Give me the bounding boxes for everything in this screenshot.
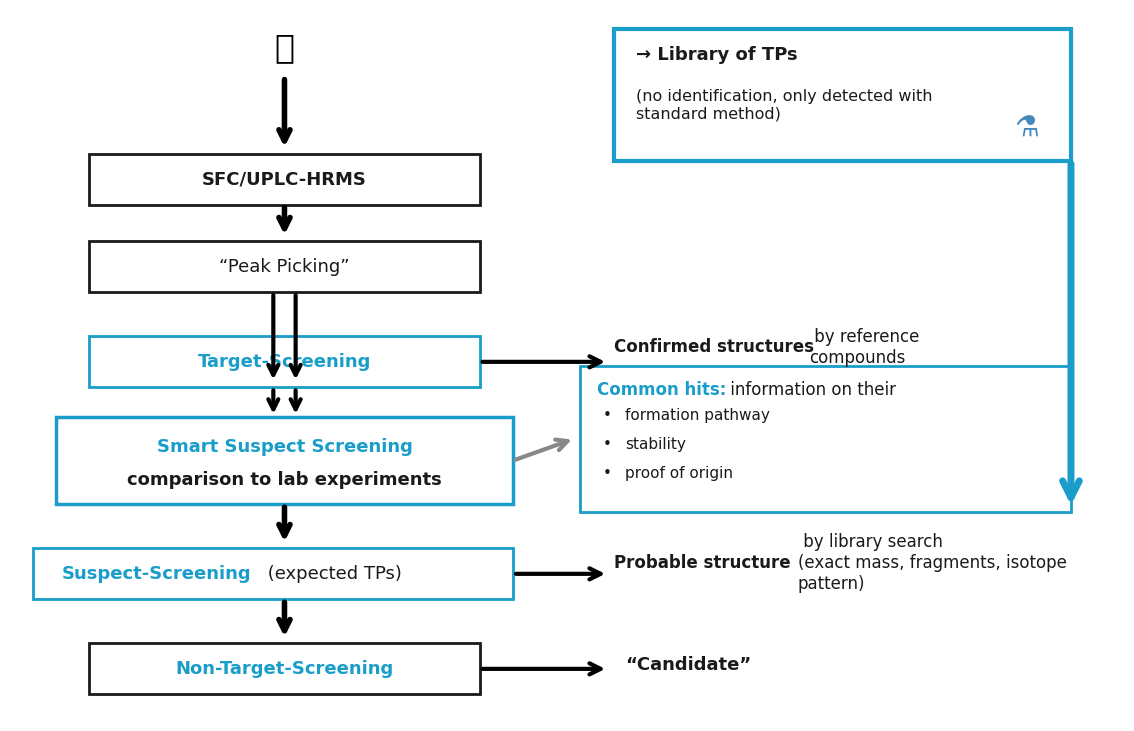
FancyBboxPatch shape xyxy=(90,154,480,205)
Text: Probable structure: Probable structure xyxy=(613,554,790,572)
Text: Non-Target-Screening: Non-Target-Screening xyxy=(176,660,393,678)
Text: Suspect-Screening: Suspect-Screening xyxy=(61,565,251,583)
Text: •: • xyxy=(602,466,611,481)
Text: “Peak Picking”: “Peak Picking” xyxy=(219,258,349,276)
Text: (no identification, only detected with
standard method): (no identification, only detected with s… xyxy=(636,89,932,122)
Text: 🧪: 🧪 xyxy=(274,31,295,64)
Text: Target-Screening: Target-Screening xyxy=(197,353,371,371)
FancyBboxPatch shape xyxy=(34,548,514,599)
FancyBboxPatch shape xyxy=(90,241,480,292)
FancyBboxPatch shape xyxy=(613,29,1070,161)
Text: comparison to lab experiments: comparison to lab experiments xyxy=(127,471,442,489)
Text: “Candidate”: “Candidate” xyxy=(625,656,751,674)
Text: SFC/UPLC-HRMS: SFC/UPLC-HRMS xyxy=(202,170,367,188)
Text: •: • xyxy=(602,408,611,423)
FancyBboxPatch shape xyxy=(90,643,480,694)
Text: ⚗: ⚗ xyxy=(1014,115,1039,143)
Text: by library search
(exact mass, fragments, isotope
pattern): by library search (exact mass, fragments… xyxy=(797,533,1067,593)
Text: (expected TPs): (expected TPs) xyxy=(262,565,403,583)
Text: information on their: information on their xyxy=(725,381,896,398)
Text: proof of origin: proof of origin xyxy=(625,466,733,481)
Text: Common hits:: Common hits: xyxy=(596,381,726,398)
FancyBboxPatch shape xyxy=(90,336,480,387)
FancyBboxPatch shape xyxy=(56,417,514,504)
Text: formation pathway: formation pathway xyxy=(625,408,770,423)
Text: Confirmed structures: Confirmed structures xyxy=(613,338,813,356)
Text: Smart Suspect Screening: Smart Suspect Screening xyxy=(156,439,413,456)
Text: by reference
compounds: by reference compounds xyxy=(809,327,920,367)
Text: → Library of TPs: → Library of TPs xyxy=(636,46,797,64)
FancyBboxPatch shape xyxy=(581,366,1070,512)
Text: stability: stability xyxy=(625,437,686,452)
Text: •: • xyxy=(602,437,611,452)
